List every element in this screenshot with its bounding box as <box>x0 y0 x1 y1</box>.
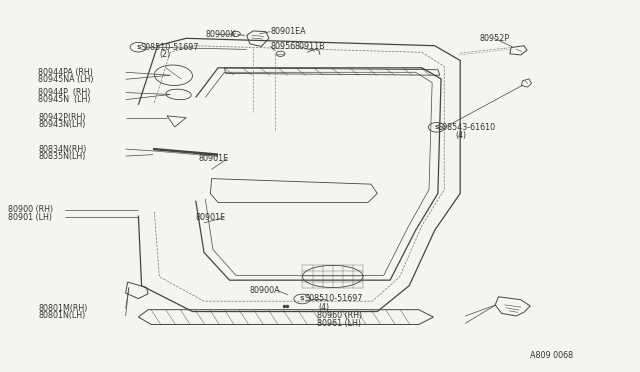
Text: 80943N(LH): 80943N(LH) <box>38 120 86 129</box>
Text: 80961 (LH): 80961 (LH) <box>317 319 361 328</box>
Text: S: S <box>136 45 141 50</box>
Text: (2): (2) <box>159 51 171 60</box>
Text: 80945NA (LH): 80945NA (LH) <box>38 75 94 84</box>
Text: (4): (4) <box>455 131 466 140</box>
Text: S08510-51697: S08510-51697 <box>140 43 199 52</box>
Text: A809 0068: A809 0068 <box>531 351 573 360</box>
Text: 80901EA: 80901EA <box>270 27 306 36</box>
Text: 80960 (RH): 80960 (RH) <box>317 311 362 320</box>
Text: 80952P: 80952P <box>479 34 509 43</box>
Text: 80901E: 80901E <box>196 213 226 222</box>
Text: 80900X: 80900X <box>205 30 236 39</box>
Text: 80945N  (LH): 80945N (LH) <box>38 95 91 104</box>
Text: S: S <box>300 296 305 301</box>
Text: 80956: 80956 <box>270 42 296 51</box>
Text: 80944PA (RH): 80944PA (RH) <box>38 68 93 77</box>
Text: S: S <box>435 125 439 130</box>
Text: 80901 (LH): 80901 (LH) <box>8 212 52 221</box>
Text: S08543-61610: S08543-61610 <box>438 123 496 132</box>
Text: 80801M(RH): 80801M(RH) <box>38 304 88 313</box>
Text: 80942P(RH): 80942P(RH) <box>38 113 86 122</box>
Text: 80900A: 80900A <box>250 286 280 295</box>
Text: 80801N(LH): 80801N(LH) <box>38 311 86 320</box>
Text: 80834N(RH): 80834N(RH) <box>38 145 87 154</box>
Text: (4): (4) <box>319 302 330 312</box>
Text: 80901E: 80901E <box>199 154 229 163</box>
Text: 80944P  (RH): 80944P (RH) <box>38 88 91 97</box>
Text: 80900 (RH): 80900 (RH) <box>8 205 53 215</box>
Text: 80835N(LH): 80835N(LH) <box>38 152 86 161</box>
Text: 80911B: 80911B <box>294 42 325 51</box>
Text: S08510-51697: S08510-51697 <box>304 295 363 304</box>
